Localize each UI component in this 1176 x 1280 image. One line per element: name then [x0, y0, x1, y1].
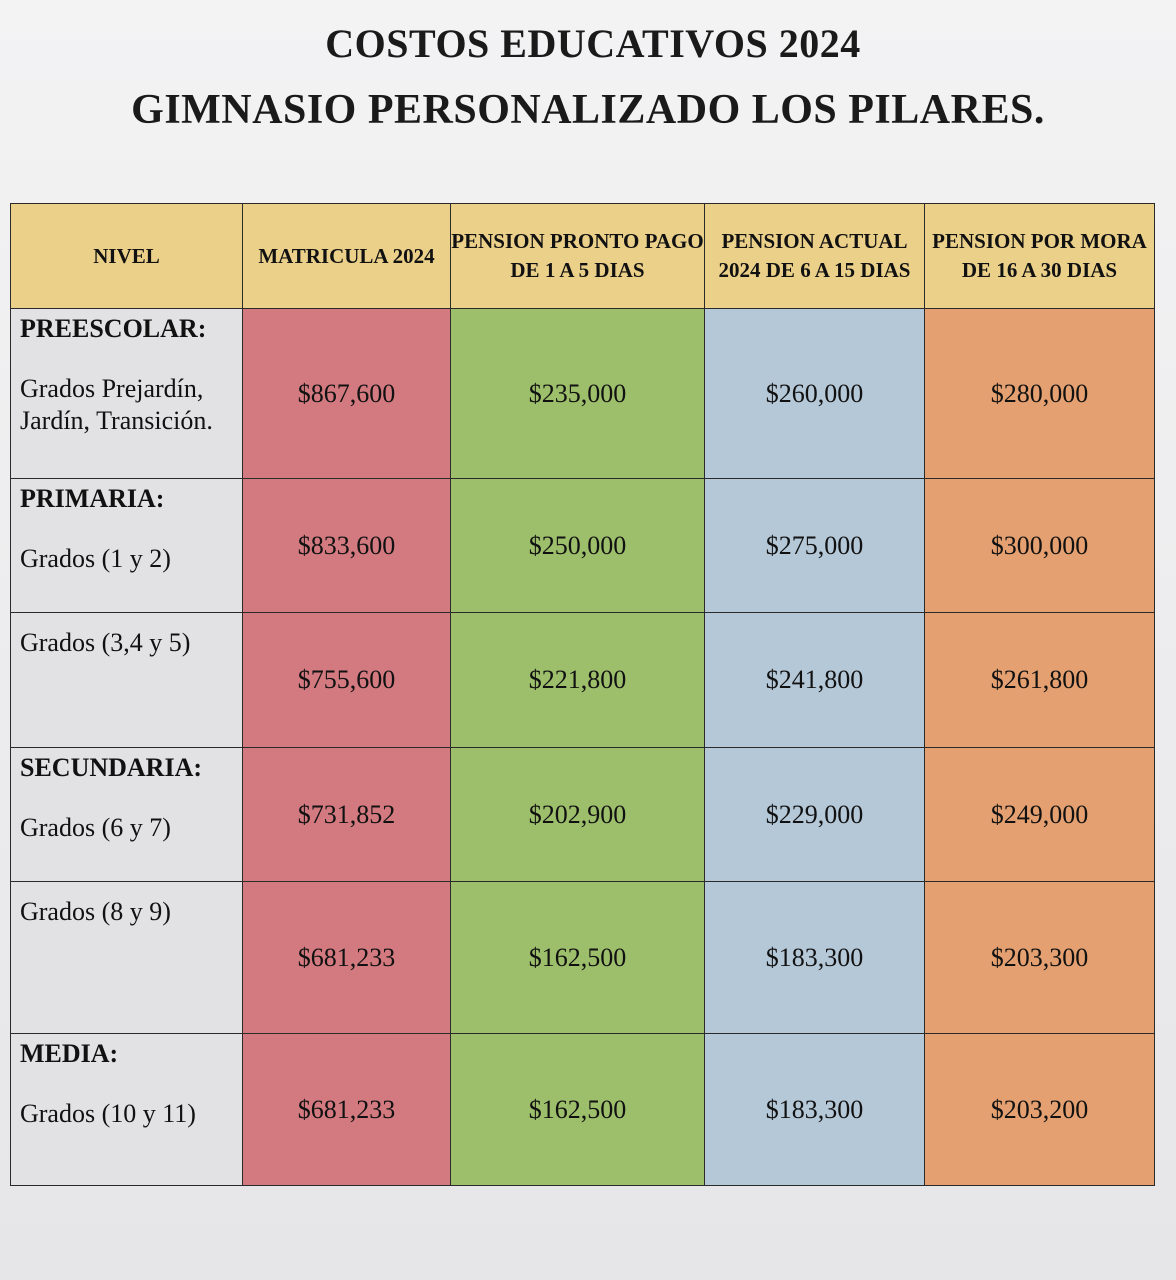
level-grades: Grados (1 y 2) [20, 544, 171, 573]
actual-value: $183,300 [704, 1033, 925, 1186]
mora-value: $249,000 [924, 747, 1155, 882]
level-cell: Grados (8 y 9) [10, 881, 243, 1034]
mora-value: $261,800 [924, 612, 1155, 748]
header-pronto-pago: PENSION PRONTO PAGO DE 1 A 5 DIAS [450, 203, 705, 309]
matricula-value: $681,233 [242, 1033, 451, 1186]
table-row: MEDIA: Grados (10 y 11) $681,233 $162,500 $1… [10, 1033, 1155, 1186]
school-name: GIMNASIO PERSONALIZADO LOS PILARES. [131, 87, 1045, 133]
mora-value: $203,300 [924, 881, 1155, 1034]
matricula-value: $731,852 [242, 747, 451, 882]
table-row: PREESCOLAR: Grados Prejardín, Jardín, Tra… [10, 308, 1155, 479]
actual-value: $229,000 [704, 747, 925, 882]
mora-value: $203,200 [924, 1033, 1155, 1186]
matricula-value: $681,233 [242, 881, 451, 1034]
costs-table: NIVEL MATRICULA 2024 PENSION PRONTO PAGO… [10, 203, 1155, 1186]
document-title: COSTOS EDUCATIVOS 2024 [325, 21, 861, 66]
level-cell: MEDIA: Grados (10 y 11) [10, 1033, 243, 1186]
table-row: Grados (8 y 9) $681,233 $162,500 $183,300 $2… [10, 881, 1155, 1034]
level-grades: Grados (3,4 y 5) [20, 628, 191, 657]
actual-value: $183,300 [704, 881, 925, 1034]
pronto-pago-value: $202,900 [450, 747, 705, 882]
level-category: SECUNDARIA: [20, 753, 203, 782]
table-body: PREESCOLAR: Grados Prejardín, Jardín, Tra… [10, 308, 1155, 1186]
pronto-pago-value: $235,000 [450, 308, 705, 479]
level-grades: Grados (8 y 9) [20, 897, 171, 926]
level-cell: PRIMARIA: Grados (1 y 2) [10, 478, 243, 613]
header-matricula: MATRICULA 2024 [242, 203, 451, 309]
header-actual: PENSION ACTUAL 2024 DE 6 A 15 DIAS [704, 203, 925, 309]
pronto-pago-value: $162,500 [450, 881, 705, 1034]
level-cell: SECUNDARIA: Grados (6 y 7) [10, 747, 243, 882]
pronto-pago-value: $250,000 [450, 478, 705, 613]
table-row: PRIMARIA: Grados (1 y 2) $833,600 $250,000 $… [10, 478, 1155, 613]
pronto-pago-value: $162,500 [450, 1033, 705, 1186]
level-category: PREESCOLAR: [20, 314, 207, 343]
level-grades: Grados Prejardín, Jardín, Transición. [20, 374, 213, 435]
header-nivel: NIVEL [10, 203, 243, 309]
level-grades: Grados (6 y 7) [20, 813, 171, 842]
header-row: NIVEL MATRICULA 2024 PENSION PRONTO PAGO… [10, 203, 1155, 309]
table-row: Grados (3,4 y 5) $755,600 $221,800 $241,800… [10, 612, 1155, 748]
table-row: SECUNDARIA: Grados (6 y 7) $731,852 $202,90… [10, 747, 1155, 882]
actual-value: $260,000 [704, 308, 925, 479]
matricula-value: $867,600 [242, 308, 451, 479]
level-category: PRIMARIA: [20, 484, 165, 513]
actual-value: $241,800 [704, 612, 925, 748]
actual-value: $275,000 [704, 478, 925, 613]
level-grades: Grados (10 y 11) [20, 1099, 196, 1128]
level-category: MEDIA: [20, 1039, 119, 1068]
pronto-pago-value: $221,800 [450, 612, 705, 748]
level-cell: PREESCOLAR: Grados Prejardín, Jardín, Tra… [10, 308, 243, 479]
matricula-value: $755,600 [242, 612, 451, 748]
header-mora: PENSION POR MORA DE 16 A 30 DIAS [924, 203, 1155, 309]
mora-value: $300,000 [924, 478, 1155, 613]
mora-value: $280,000 [924, 308, 1155, 479]
level-cell: Grados (3,4 y 5) [10, 612, 243, 748]
matricula-value: $833,600 [242, 478, 451, 613]
